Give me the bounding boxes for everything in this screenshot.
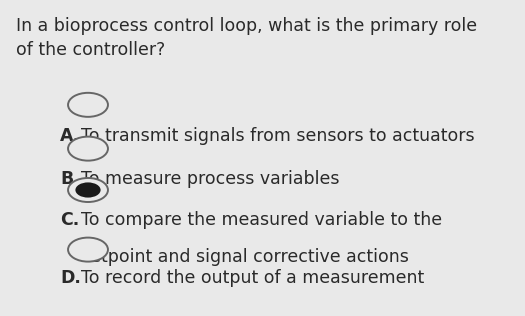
Text: setpoint and signal corrective actions: setpoint and signal corrective actions — [81, 248, 410, 266]
Text: D.: D. — [60, 270, 81, 288]
Text: To measure process variables: To measure process variables — [81, 170, 340, 188]
Text: C.: C. — [60, 211, 80, 228]
Text: B.: B. — [60, 170, 80, 188]
Text: of the controller?: of the controller? — [16, 41, 165, 59]
Text: To record the output of a measurement: To record the output of a measurement — [81, 270, 425, 288]
Text: A.: A. — [60, 127, 81, 144]
Text: To transmit signals from sensors to actuators: To transmit signals from sensors to actu… — [81, 127, 475, 144]
Text: To compare the measured variable to the: To compare the measured variable to the — [81, 211, 443, 228]
Text: In a bioprocess control loop, what is the primary role: In a bioprocess control loop, what is th… — [16, 17, 477, 35]
